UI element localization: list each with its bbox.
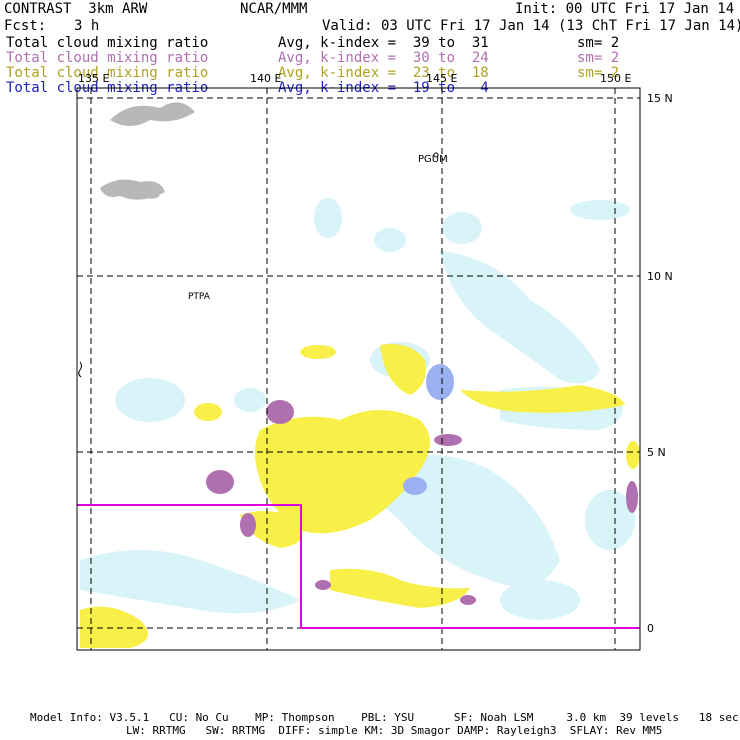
purple-cloud-5 bbox=[460, 595, 476, 605]
field-0-avg: Avg, k-index = 39 to 31 bbox=[278, 35, 489, 51]
purple-cloud-7 bbox=[315, 580, 331, 590]
light-cloud-3 bbox=[442, 212, 482, 244]
purple-cloud-3 bbox=[626, 481, 638, 513]
yellow-cloud-areas bbox=[80, 344, 640, 648]
map-frame bbox=[76, 87, 641, 651]
guam-island bbox=[433, 152, 439, 158]
light-cloud-13 bbox=[585, 490, 635, 550]
footer-line-2: LW: RRTMG SW: RRTMG DIFF: simple KM: 3D … bbox=[126, 724, 663, 737]
model-title: CONTRAST 3km ARW bbox=[4, 1, 148, 17]
purple-cloud-2 bbox=[206, 470, 234, 494]
lon-label-145e: 145 E bbox=[426, 72, 457, 85]
lat-label-5n: 5 N bbox=[647, 446, 666, 459]
org-label: NCAR/MMM bbox=[240, 1, 308, 17]
footer-line-1: Model Info: V3.5.1 CU: No Cu MP: Thompso… bbox=[30, 711, 739, 724]
lat-label-0: 0 bbox=[647, 622, 654, 635]
purple-cloud-4 bbox=[240, 513, 256, 537]
fcst-value: 3 h bbox=[74, 18, 100, 34]
blue-cloud-2 bbox=[403, 477, 427, 495]
gray-cloud-areas bbox=[100, 102, 195, 200]
lat-label-10n: 10 N bbox=[647, 270, 673, 283]
island-mark bbox=[78, 361, 82, 378]
purple-cloud-6 bbox=[434, 434, 462, 446]
yellow-cloud-8 bbox=[300, 345, 336, 359]
yellow-cloud-1 bbox=[255, 410, 430, 534]
light-cloud-4 bbox=[440, 250, 600, 384]
light-cloud-6 bbox=[234, 388, 266, 412]
field-1-sm: sm= 2 bbox=[577, 50, 620, 66]
purple-cloud-1 bbox=[266, 400, 294, 424]
yellow-cloud-6 bbox=[80, 606, 148, 648]
lon-label-140e: 140 E bbox=[250, 72, 281, 85]
blue-cloud-1 bbox=[426, 364, 454, 400]
light-cloud-1 bbox=[314, 198, 342, 238]
field-2-avg: Avg, k-index = 23 to 18 bbox=[278, 65, 489, 81]
yellow-cloud-4 bbox=[460, 385, 625, 413]
yellow-cloud-2 bbox=[380, 344, 426, 395]
field-1-name: Total cloud mixing ratio bbox=[6, 50, 209, 66]
yellow-cloud-3 bbox=[194, 403, 222, 421]
field-1-avg: Avg, k-index = 30 to 24 bbox=[278, 50, 489, 66]
field-0-name: Total cloud mixing ratio bbox=[6, 35, 209, 51]
gray-cloud-1 bbox=[110, 102, 195, 126]
station-pgum: PGUM bbox=[418, 154, 448, 165]
yellow-cloud-7 bbox=[240, 511, 303, 548]
field-0-sm: sm= 2 bbox=[577, 35, 620, 51]
light-cloud-10 bbox=[80, 550, 300, 614]
light-cloud-2 bbox=[374, 228, 406, 252]
yellow-cloud-5 bbox=[330, 568, 470, 608]
field-2-sm: sm= 2 bbox=[577, 65, 620, 81]
domain-boundary bbox=[77, 504, 640, 629]
light-cloud-12 bbox=[570, 200, 630, 220]
blue-cloud-areas bbox=[403, 364, 454, 495]
light-cloud-5 bbox=[115, 378, 185, 422]
init-time: Init: 00 UTC Fri 17 Jan 14 bbox=[515, 1, 735, 17]
valid-time: Valid: 03 UTC Fri 17 Jan 14 (13 ChT Fri … bbox=[322, 18, 740, 34]
lon-label-150e: 150 E bbox=[600, 72, 631, 85]
field-2-name: Total cloud mixing ratio bbox=[6, 65, 209, 81]
lat-label-15n: 15 N bbox=[647, 92, 673, 105]
lon-label-135e: 135 E bbox=[78, 72, 109, 85]
yellow-cloud-9 bbox=[626, 441, 640, 469]
gray-cloud-3 bbox=[140, 191, 160, 199]
station-ptpa: PTPA bbox=[188, 292, 211, 302]
purple-cloud-areas bbox=[206, 400, 638, 605]
light-cloud-11 bbox=[500, 580, 580, 620]
fcst-label: Fcst: bbox=[4, 18, 47, 34]
